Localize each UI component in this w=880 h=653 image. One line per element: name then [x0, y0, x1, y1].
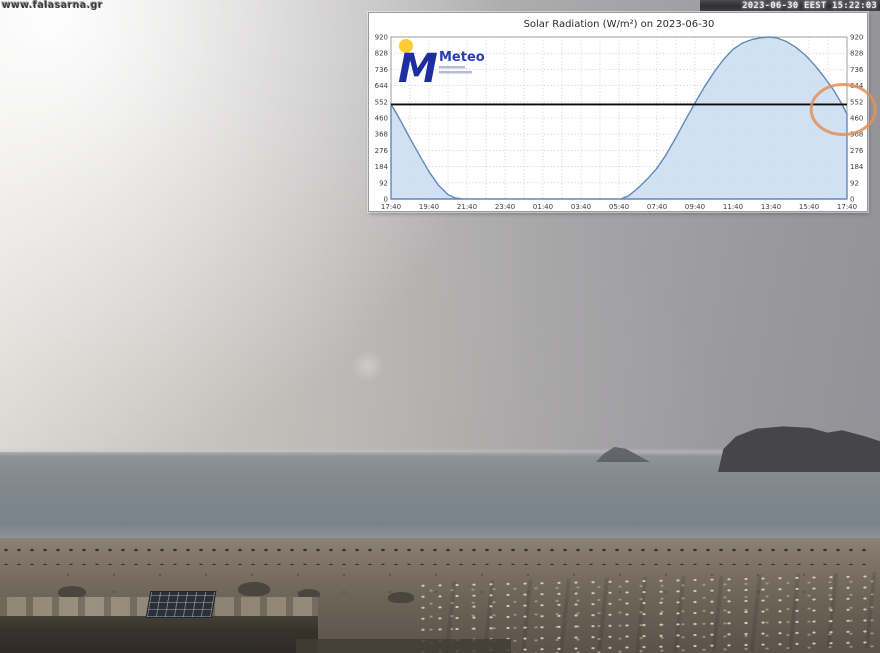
- svg-text:276: 276: [375, 147, 389, 155]
- svg-text:92: 92: [379, 179, 388, 187]
- cape-headland-silhouette: [718, 426, 880, 472]
- svg-text:19:40: 19:40: [419, 203, 439, 211]
- svg-text:368: 368: [850, 131, 863, 139]
- svg-text:Solar Radiation (W/m²) on 2023: Solar Radiation (W/m²) on 2023-06-30: [524, 19, 715, 30]
- webcam-watermark: www.falasarna.gr: [2, 0, 103, 11]
- timestamp-bar: 2023-06-30 EEST 15:22:03: [700, 0, 880, 11]
- svg-text:21:40: 21:40: [457, 203, 477, 211]
- svg-text:01:40: 01:40: [533, 203, 553, 211]
- svg-text:828: 828: [850, 50, 863, 58]
- svg-text:13:40: 13:40: [761, 203, 781, 211]
- foreground-shadow: [296, 639, 511, 653]
- palm-tree: [388, 592, 414, 603]
- beach-umbrella-row: [0, 541, 872, 565]
- sun-through-haze: [352, 350, 384, 382]
- svg-text:03:40: 03:40: [571, 203, 591, 211]
- palm-tree: [238, 582, 270, 596]
- svg-text:460: 460: [850, 115, 863, 123]
- svg-text:276: 276: [850, 147, 864, 155]
- palm-trees: [0, 580, 430, 610]
- svg-text:552: 552: [375, 98, 388, 106]
- rooftop-solar-panels: [145, 591, 217, 618]
- taverna-building: [0, 616, 318, 653]
- meteo-logo: M Meteo: [398, 39, 485, 92]
- chart-title: Solar Radiation (W/m²) on 2023-06-30: [524, 19, 715, 30]
- svg-text:0: 0: [384, 196, 388, 204]
- svg-text:11:40: 11:40: [723, 203, 743, 211]
- svg-text:92: 92: [850, 179, 859, 187]
- sun-icon: [399, 39, 413, 53]
- svg-text:736: 736: [850, 66, 864, 74]
- solar-radiation-chart-panel: 0 0 92 92 184 184 276 276 368 368 460 460 552 552 644 6…: [368, 12, 877, 212]
- svg-text:368: 368: [375, 131, 388, 139]
- svg-text:09:40: 09:40: [685, 203, 705, 211]
- meteo-logo-brand: Meteo: [439, 50, 485, 65]
- svg-text:0: 0: [850, 196, 854, 204]
- svg-text:920: 920: [375, 34, 388, 42]
- svg-text:920: 920: [850, 34, 863, 42]
- timestamp-text: 2023-06-30 EEST 15:22:03: [742, 0, 877, 11]
- meteo-logo-m: M: [398, 46, 438, 92]
- svg-text:15:40: 15:40: [799, 203, 819, 211]
- svg-text:644: 644: [375, 82, 389, 90]
- horizon-haze: [0, 448, 880, 456]
- svg-text:05:40: 05:40: [609, 203, 629, 211]
- palm-tree: [58, 586, 86, 598]
- svg-text:17:40: 17:40: [837, 203, 857, 211]
- svg-text:23:40: 23:40: [495, 203, 515, 211]
- current-value-highlight-ellipse: [809, 83, 877, 137]
- svg-text:552: 552: [850, 98, 863, 106]
- svg-text:828: 828: [375, 50, 388, 58]
- svg-text:460: 460: [375, 115, 388, 123]
- svg-text:17:40: 17:40: [381, 203, 401, 211]
- radiation-area-series: [390, 36, 848, 200]
- x-axis-labels: 17:40 19:40 21:40 23:40 01:40 03:40 05:40 07:40…: [381, 203, 857, 211]
- svg-text:184: 184: [375, 163, 389, 171]
- meteo-logo-tagline-line: [439, 66, 465, 69]
- svg-text:184: 184: [850, 163, 864, 171]
- svg-text:07:40: 07:40: [647, 203, 667, 211]
- palm-tree: [298, 589, 320, 599]
- svg-text:736: 736: [375, 66, 389, 74]
- meteo-logo-tagline-line: [439, 71, 472, 74]
